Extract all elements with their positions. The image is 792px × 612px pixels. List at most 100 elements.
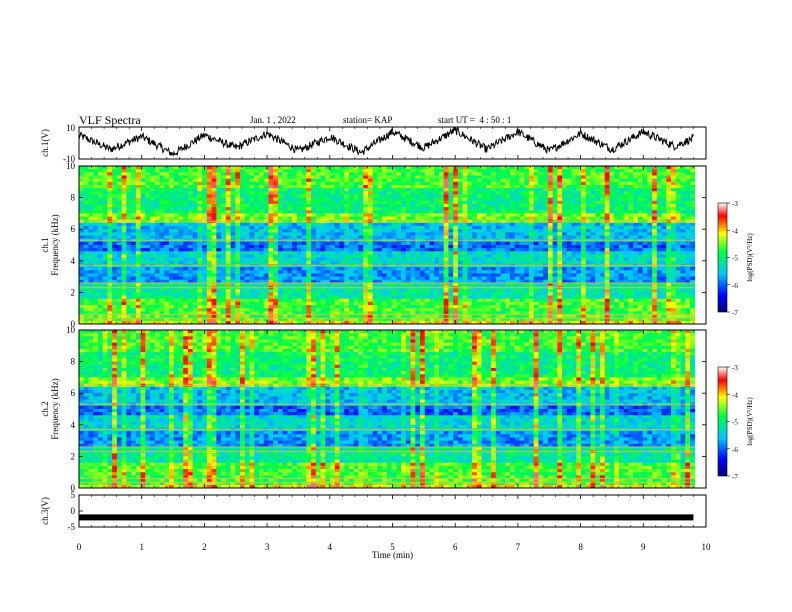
spectrogram-cell bbox=[481, 260, 487, 265]
spectrogram-cell bbox=[519, 260, 525, 265]
spectrogram-cell bbox=[325, 251, 331, 255]
spectrogram-cell bbox=[315, 210, 321, 214]
spectrogram-cell bbox=[126, 260, 132, 265]
spectrogram-cell bbox=[420, 175, 426, 180]
spectrogram-cell bbox=[486, 181, 492, 186]
spectrogram-cell bbox=[330, 276, 336, 281]
spectrogram-cell bbox=[268, 178, 274, 183]
spectrogram-cell bbox=[680, 191, 686, 195]
spectrogram-cell bbox=[557, 270, 563, 274]
spectrogram-cell bbox=[348, 169, 355, 173]
spectrogram-cell bbox=[211, 276, 217, 281]
spectrogram-cell bbox=[173, 232, 179, 236]
spectrogram-cell bbox=[83, 216, 89, 221]
spectrogram-cell bbox=[448, 169, 454, 173]
spectrogram-cell bbox=[443, 222, 449, 227]
spectrogram-cell bbox=[524, 207, 530, 211]
spectrogram-cell bbox=[689, 279, 696, 284]
spectrogram-cell bbox=[652, 213, 658, 217]
spectrogram-cell bbox=[93, 210, 99, 214]
spectrogram-cell bbox=[273, 282, 279, 287]
spectrogram-cell bbox=[595, 191, 601, 195]
spectrogram-cell bbox=[254, 229, 260, 233]
spectrogram-cell bbox=[93, 267, 99, 271]
spectrogram-cell bbox=[429, 279, 435, 284]
spectrogram-cell bbox=[97, 251, 104, 255]
spectrogram-cell bbox=[633, 188, 639, 192]
spectrogram-cell bbox=[145, 210, 151, 214]
spectrogram-cell bbox=[240, 245, 246, 249]
spectrogram-cell bbox=[164, 200, 170, 205]
spectrogram-cell bbox=[240, 254, 246, 259]
spectrogram-cell bbox=[666, 248, 672, 252]
spectrogram-cell bbox=[249, 273, 255, 277]
spectrogram-cell bbox=[164, 203, 170, 208]
spectrogram-cell bbox=[476, 172, 482, 176]
spectrogram-cell bbox=[500, 276, 506, 281]
spectrogram-cell bbox=[514, 279, 520, 284]
spectrogram-cell bbox=[187, 188, 194, 192]
spectrogram-cell bbox=[150, 175, 156, 180]
spectrogram-cell bbox=[585, 257, 591, 262]
spectrogram-cell bbox=[121, 235, 127, 240]
spectrogram-cell bbox=[287, 276, 293, 281]
spectrogram-cell bbox=[562, 191, 568, 195]
spectrogram-cell bbox=[528, 191, 535, 195]
spectrogram-cell bbox=[420, 216, 426, 221]
spectrogram-cell bbox=[438, 178, 445, 183]
spectrogram-cell bbox=[372, 213, 378, 217]
spectrogram-cell bbox=[178, 226, 184, 230]
spectrogram-cell bbox=[112, 260, 118, 265]
spectrogram-cell bbox=[79, 207, 85, 211]
spectrogram-cell bbox=[637, 222, 644, 227]
spectrogram-cell bbox=[348, 241, 355, 246]
spectrogram-cell bbox=[614, 260, 620, 265]
spectrogram-cell bbox=[500, 257, 506, 262]
spectrogram-cell bbox=[225, 248, 231, 252]
spectrogram-cell bbox=[401, 273, 407, 277]
spectrogram-cell bbox=[311, 254, 317, 259]
spectrogram-cell bbox=[533, 181, 539, 186]
spectrogram-cell bbox=[528, 254, 535, 259]
spectrogram-cell bbox=[391, 203, 397, 208]
spectrogram-cell bbox=[566, 207, 572, 211]
spectrogram-cell bbox=[443, 229, 449, 233]
spectrogram-cell bbox=[543, 200, 549, 205]
spectrogram-cell bbox=[216, 197, 222, 202]
spectrogram-cell bbox=[235, 260, 241, 265]
spectrogram-cell bbox=[552, 194, 558, 198]
spectrogram-cell bbox=[637, 260, 644, 265]
spectrogram-cell bbox=[528, 279, 535, 284]
spectrogram-cell bbox=[154, 181, 160, 186]
spectrogram-cell bbox=[97, 175, 104, 180]
spectrogram-cell bbox=[258, 216, 265, 221]
spectrogram-cell bbox=[675, 181, 681, 186]
spectrogram-cell bbox=[585, 226, 591, 230]
spectrogram-cell bbox=[273, 169, 279, 173]
spectrogram-cell bbox=[472, 184, 478, 189]
spectrogram-cell bbox=[590, 169, 596, 173]
spectrogram-cell bbox=[675, 241, 681, 246]
spectrogram-cell bbox=[486, 207, 492, 211]
spectrogram-cell bbox=[258, 194, 265, 198]
spectrogram-cell bbox=[339, 200, 345, 205]
spectrogram-cell bbox=[472, 175, 478, 180]
spectrogram-cell bbox=[102, 178, 108, 183]
spectrogram-cell bbox=[244, 270, 250, 274]
spectrogram-cell bbox=[571, 178, 577, 183]
spectrogram-cell bbox=[448, 194, 454, 198]
spectrogram-cell bbox=[244, 184, 250, 189]
spectrogram-cell bbox=[126, 175, 132, 180]
spectrogram-cell bbox=[282, 241, 288, 246]
spectrogram-cell bbox=[197, 248, 203, 252]
spectrogram-cell bbox=[225, 254, 231, 259]
spectrogram-cell bbox=[334, 222, 340, 227]
spectrogram-cell bbox=[140, 254, 146, 259]
spectrogram-cell bbox=[533, 251, 539, 255]
spectrogram-cell bbox=[500, 207, 506, 211]
spectrogram-cell bbox=[457, 210, 464, 214]
spectrogram-cell bbox=[363, 222, 369, 227]
spectrogram-cell bbox=[197, 188, 203, 192]
spectrogram-cell bbox=[453, 166, 459, 170]
spectrogram-cell bbox=[391, 197, 397, 202]
